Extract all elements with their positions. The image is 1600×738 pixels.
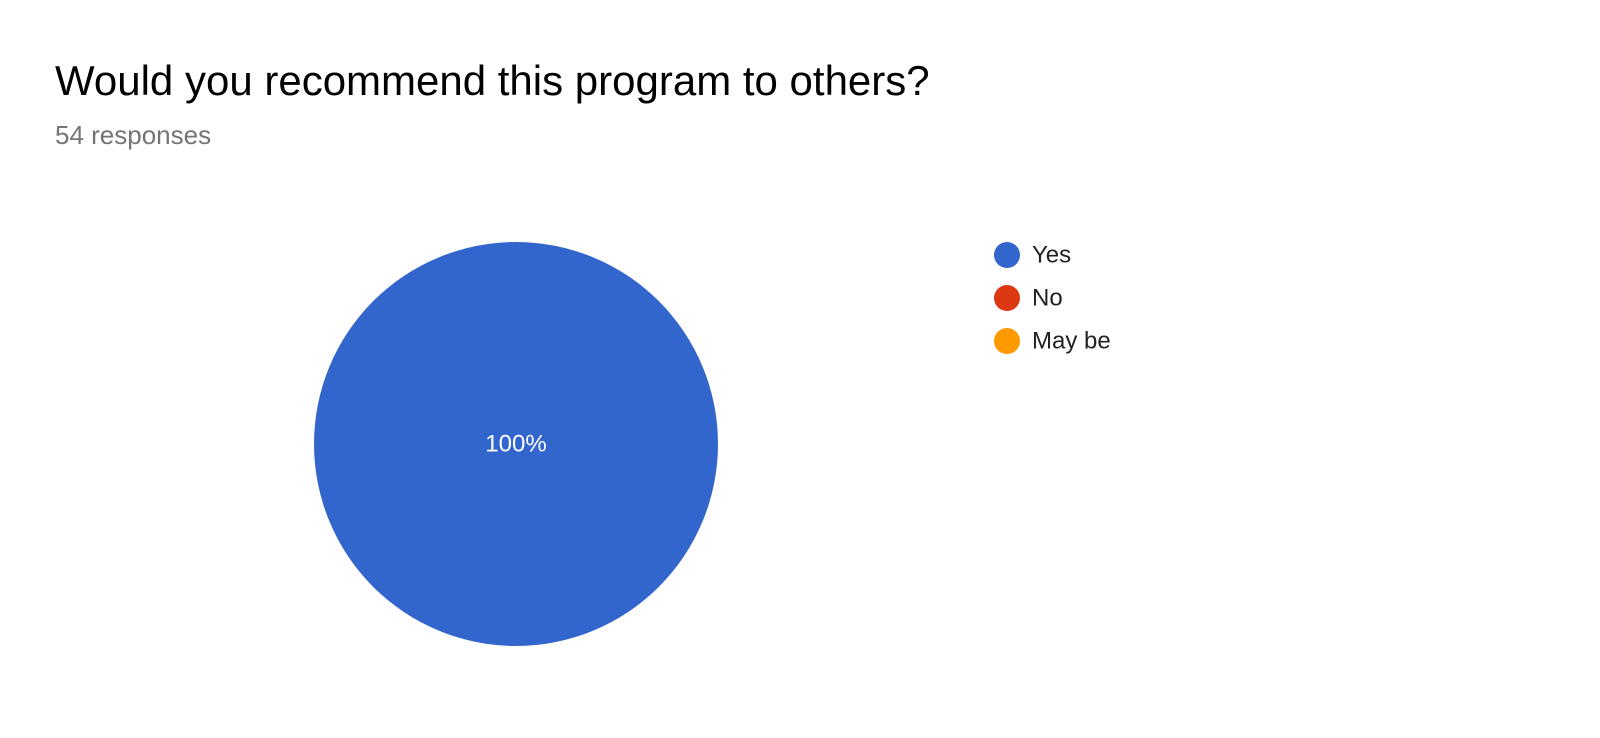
legend-swatch <box>994 328 1020 354</box>
data-label: 100% <box>485 430 546 457</box>
legend-swatch <box>994 285 1020 311</box>
legend-label: No <box>1032 284 1063 311</box>
legend-label: May be <box>1032 327 1111 354</box>
chart-title: Would you recommend this program to othe… <box>55 57 930 104</box>
pie-slice <box>314 242 718 646</box>
legend-label: Yes <box>1032 241 1071 268</box>
legend-swatch <box>994 242 1020 268</box>
chart-subtitle: 54 responses <box>55 120 211 150</box>
